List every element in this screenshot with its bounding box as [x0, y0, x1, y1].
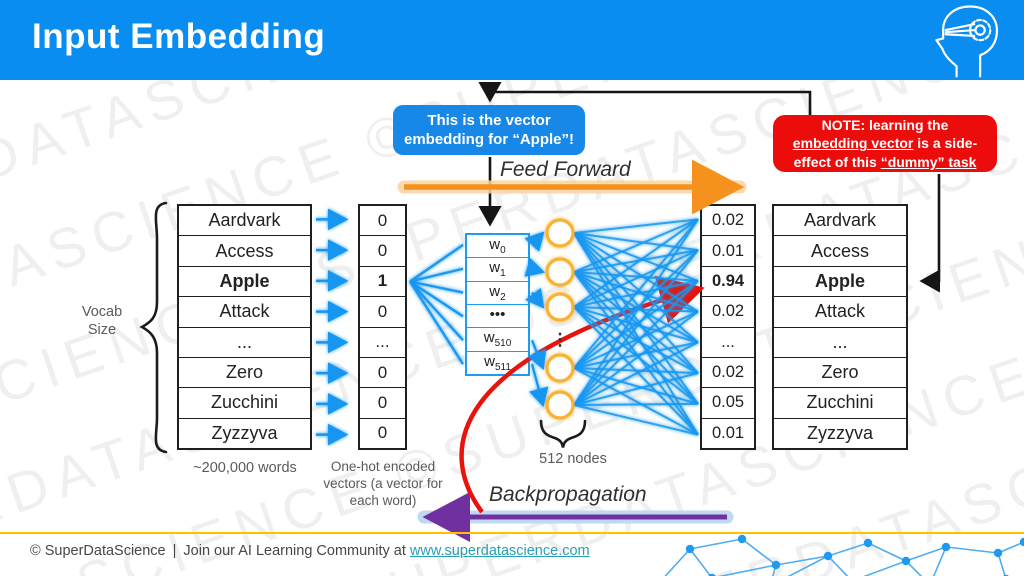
word-cell: ...	[774, 326, 906, 357]
word-cell: Attack	[774, 296, 906, 327]
one-hot-cell: 0	[360, 296, 405, 327]
one-hot-cell: 0	[360, 206, 405, 236]
word-cell: Access	[774, 235, 906, 266]
word-cell: Attack	[179, 296, 310, 327]
weight-cell: w2	[467, 280, 528, 304]
one-hot-cell: 0	[360, 387, 405, 418]
probability-cell: 0.01	[702, 235, 754, 266]
callout-text: effect of this	[793, 153, 881, 170]
probability-cell: 0.02	[702, 356, 754, 388]
hidden-layer-ellipsis: ⋮	[552, 330, 569, 349]
callout-text: embedding for “Apple”!	[404, 131, 574, 148]
network-decoration	[664, 534, 1024, 576]
word-cell: Access	[179, 235, 310, 266]
output-word-table: Aardvark Access Apple Attack... Zero Zucchini…	[772, 204, 908, 450]
nodes-brace	[539, 419, 587, 448]
brain-gear-head-icon	[935, 5, 999, 78]
callout-text: “dummy” task	[880, 153, 977, 170]
footer-divider	[0, 532, 1024, 534]
probability-cell: 0.05	[702, 387, 754, 418]
weight-cell: •••	[467, 303, 528, 328]
weight-cell: w0	[467, 235, 528, 258]
backpropagation-label: Backpropagation	[489, 483, 647, 506]
word-cell: Aardvark	[774, 206, 906, 236]
probability-cell: 0.94	[702, 265, 754, 297]
hidden-node	[545, 353, 575, 383]
weight-cell: w510	[467, 327, 528, 351]
community-link[interactable]: www.superdatascience.com	[409, 543, 590, 559]
footer-community-text: Join our AI Learning Community at	[183, 543, 406, 559]
page-title: Input Embedding	[32, 17, 326, 56]
note-callout: NOTE: learning the embedding vector is a …	[773, 115, 997, 172]
footer-copyright: © SuperDataScience	[30, 543, 166, 559]
hidden-node	[545, 218, 575, 248]
word-cell: Zyzzyva	[774, 417, 906, 448]
callout-text: NOTE: learning the	[821, 117, 949, 134]
footer-separator: |	[172, 543, 177, 559]
word-cell: Zero	[774, 356, 906, 388]
word-cell: Aardvark	[179, 206, 310, 236]
callout-text: embedding vector	[792, 135, 914, 152]
hidden-node	[545, 292, 575, 322]
word-cell: Apple	[774, 265, 906, 297]
weight-cell: w1	[467, 257, 528, 281]
one-hot-cell: 0	[360, 235, 405, 266]
word-cell: Zucchini	[179, 387, 310, 418]
probability-cell: 0.01	[702, 417, 754, 448]
one-hot-caption: One-hot encoded vectors (a vector for ea…	[323, 459, 443, 508]
word-cell: ...	[179, 326, 310, 357]
one-hot-cell: ...	[360, 326, 405, 357]
probability-cell: 0.02	[702, 296, 754, 327]
hidden-node	[545, 257, 575, 287]
callout-text: is a side-	[913, 135, 978, 152]
word-cell: Zero	[179, 356, 310, 388]
words-count-label: ~200,000 words	[193, 460, 297, 476]
vector-embedding-callout: This is the vector embedding for “Apple”!	[393, 105, 585, 155]
footer: © SuperDataScience | Join our AI Learning …	[30, 543, 590, 559]
hidden-node	[545, 390, 575, 420]
weights-column: w0 w1 w2 ••• w510 w511	[465, 233, 530, 376]
probability-cell: 0.02	[702, 206, 754, 236]
probability-cell: ...	[702, 326, 754, 357]
one-hot-vector-column: 0 0 1 0... 0 0 0	[358, 204, 407, 450]
one-hot-cell: 0	[360, 417, 405, 448]
output-probability-column: 0.02 0.01 0.94 0.02... 0.02 0.05 0.01	[700, 204, 756, 450]
word-cell: Zucchini	[774, 387, 906, 418]
one-hot-cell: 0	[360, 356, 405, 388]
header-bar: Input Embedding	[0, 0, 1024, 80]
vocab-brace	[139, 201, 168, 454]
feed-forward-label: Feed Forward	[500, 158, 631, 181]
word-cell: Zyzzyva	[179, 417, 310, 448]
word-cell: Apple	[179, 265, 310, 297]
nodes-count-label: 512 nodes	[539, 451, 607, 467]
weight-cell: w511	[467, 350, 528, 374]
vocab-size-label: Vocab Size	[81, 304, 123, 339]
one-hot-cell: 1	[360, 265, 405, 297]
callout-text: This is the vector	[427, 111, 551, 129]
vocab-word-table: Aardvark Access Apple Attack... Zero Zucchini…	[177, 204, 312, 450]
